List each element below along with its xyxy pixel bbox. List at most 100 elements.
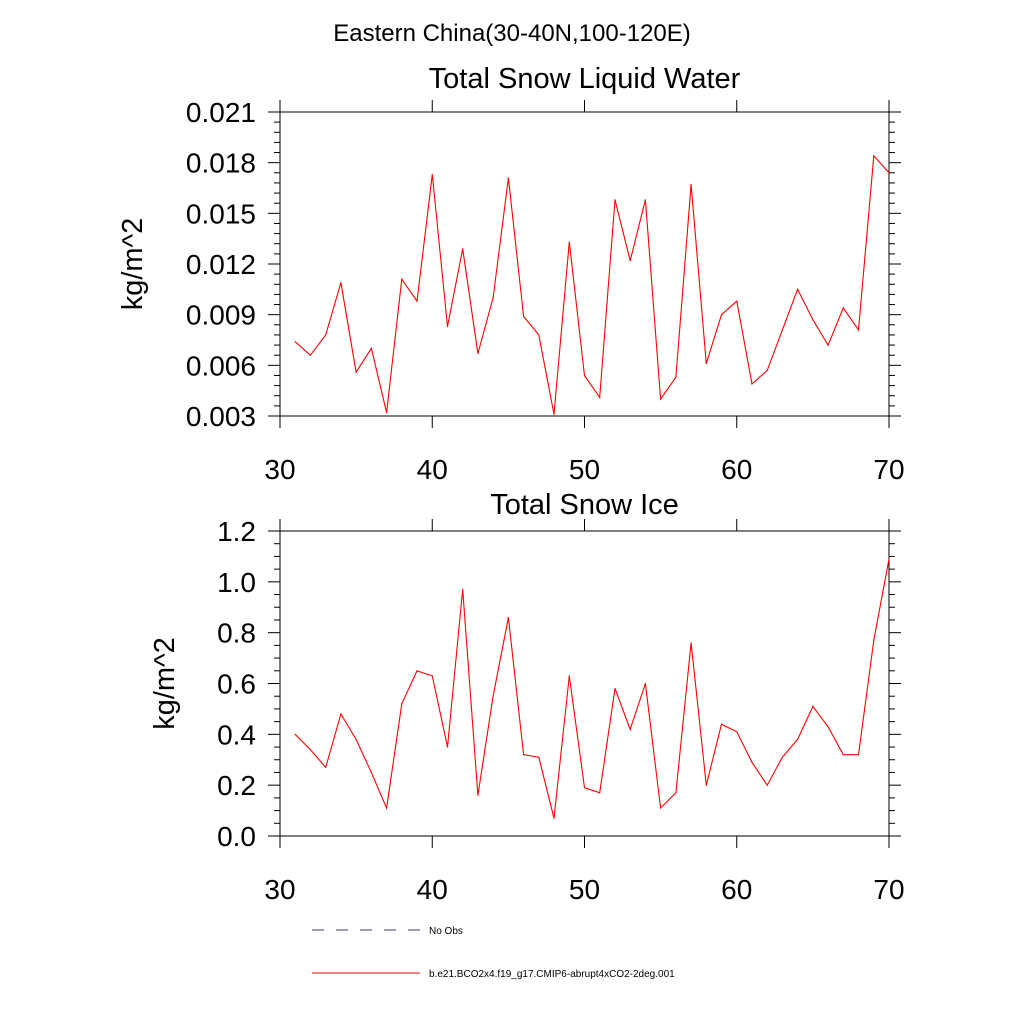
data-point (340, 281, 342, 284)
legend: No Obs b.e21.BCO2x4.f19_g17.CMIP6-abrupt… (312, 926, 675, 980)
series-line (294, 558, 890, 819)
data-point (873, 639, 875, 641)
data-point (355, 371, 357, 373)
data-point (416, 300, 418, 302)
y-axis-label: kg/m^2 (117, 218, 149, 311)
data-point (294, 733, 296, 735)
plot-frame (279, 111, 890, 417)
data-point (690, 642, 692, 644)
y-tick-label: 0.015 (186, 198, 256, 229)
data-point (431, 675, 433, 677)
data-point (507, 177, 509, 179)
data-point (842, 754, 844, 756)
data-point (446, 325, 449, 328)
y-axis-label: kg/m^2 (149, 637, 181, 730)
data-point (736, 731, 738, 733)
data-point (401, 278, 403, 280)
data-point (797, 738, 799, 741)
data-point (385, 412, 388, 414)
data-point (492, 297, 494, 299)
y-tick-label: 1.0 (217, 567, 256, 598)
data-point (690, 184, 692, 186)
chart-panel-2: Total Snow Ice kg/m^2 0.0 0.2 0.4 0.6 0.8 1.0 1.… (149, 489, 905, 905)
series-line (294, 154, 890, 415)
data-point (720, 314, 723, 316)
data-point (720, 723, 723, 725)
y-tick-label: 0.003 (186, 401, 256, 432)
data-point (857, 754, 860, 756)
data-point (431, 173, 433, 176)
data-point (675, 792, 677, 794)
x-tick-label: 30 (264, 454, 295, 485)
data-point (812, 705, 814, 707)
data-point (507, 616, 509, 619)
data-point (355, 738, 357, 741)
y-tick-label: 0.006 (186, 350, 256, 381)
y-tick-label: 0.012 (186, 249, 256, 280)
data-point (477, 794, 479, 796)
data-point (705, 784, 707, 786)
suptitle: Eastern China(30-40N,100-120E) (333, 20, 691, 47)
data-point (644, 199, 647, 201)
data-point (446, 746, 449, 748)
x-tick-label: 50 (569, 874, 600, 905)
data-point (781, 329, 784, 331)
x-tick-label: 50 (569, 454, 600, 485)
data-point (325, 334, 327, 336)
data-point (553, 817, 555, 819)
data-point (629, 728, 631, 730)
data-point (888, 172, 890, 174)
data-point (462, 588, 464, 591)
y-tick-label: 0.009 (186, 300, 256, 331)
x-tick-label: 60 (721, 454, 752, 485)
x-tick-label: 30 (264, 874, 295, 905)
chart-panel-1: Total Snow Liquid Water kg/m^2 0.003 0.006 0… (117, 63, 905, 485)
data-point (675, 376, 677, 378)
data-point (416, 670, 418, 672)
data-point (568, 241, 570, 243)
data-point (660, 807, 662, 809)
data-point (370, 771, 372, 774)
data-point (325, 766, 327, 768)
data-point (599, 792, 601, 794)
data-point (751, 383, 753, 385)
data-point (812, 319, 814, 321)
data-point (614, 199, 616, 201)
data-point (857, 329, 860, 331)
data-point (553, 413, 555, 415)
x-tick-label: 40 (417, 454, 448, 485)
data-point (705, 363, 707, 365)
data-point (583, 374, 586, 377)
data-point (340, 713, 342, 715)
chart-title: Total Snow Ice (490, 489, 679, 521)
data-point (538, 756, 540, 758)
data-point (873, 155, 875, 157)
x-tick-label: 40 (417, 874, 448, 905)
data-point (660, 398, 662, 400)
x-tick-label: 70 (873, 454, 904, 485)
data-point (888, 558, 890, 560)
data-point (797, 288, 799, 290)
data-point (644, 682, 647, 685)
y-tick-label: 1.2 (217, 516, 256, 547)
legend-label-model: b.e21.BCO2x4.f19_g17.CMIP6-abrupt4xCO2-2… (429, 969, 675, 980)
data-point (751, 761, 753, 763)
data-point (583, 787, 586, 789)
data-point (827, 726, 829, 728)
data-point (614, 687, 616, 690)
data-point (568, 675, 570, 677)
data-point (477, 352, 479, 355)
data-point (401, 703, 403, 705)
data-point (842, 307, 844, 309)
y-tick-label: 0.6 (217, 669, 256, 700)
data-point (629, 260, 631, 262)
data-point (309, 354, 312, 356)
y-tick-label: 0.8 (217, 618, 256, 649)
data-point (781, 756, 784, 758)
data-point (538, 334, 540, 336)
data-point (309, 748, 312, 751)
y-tick-label: 0.0 (217, 821, 256, 852)
data-point (492, 695, 494, 697)
y-tick-label: 0.4 (217, 719, 256, 750)
